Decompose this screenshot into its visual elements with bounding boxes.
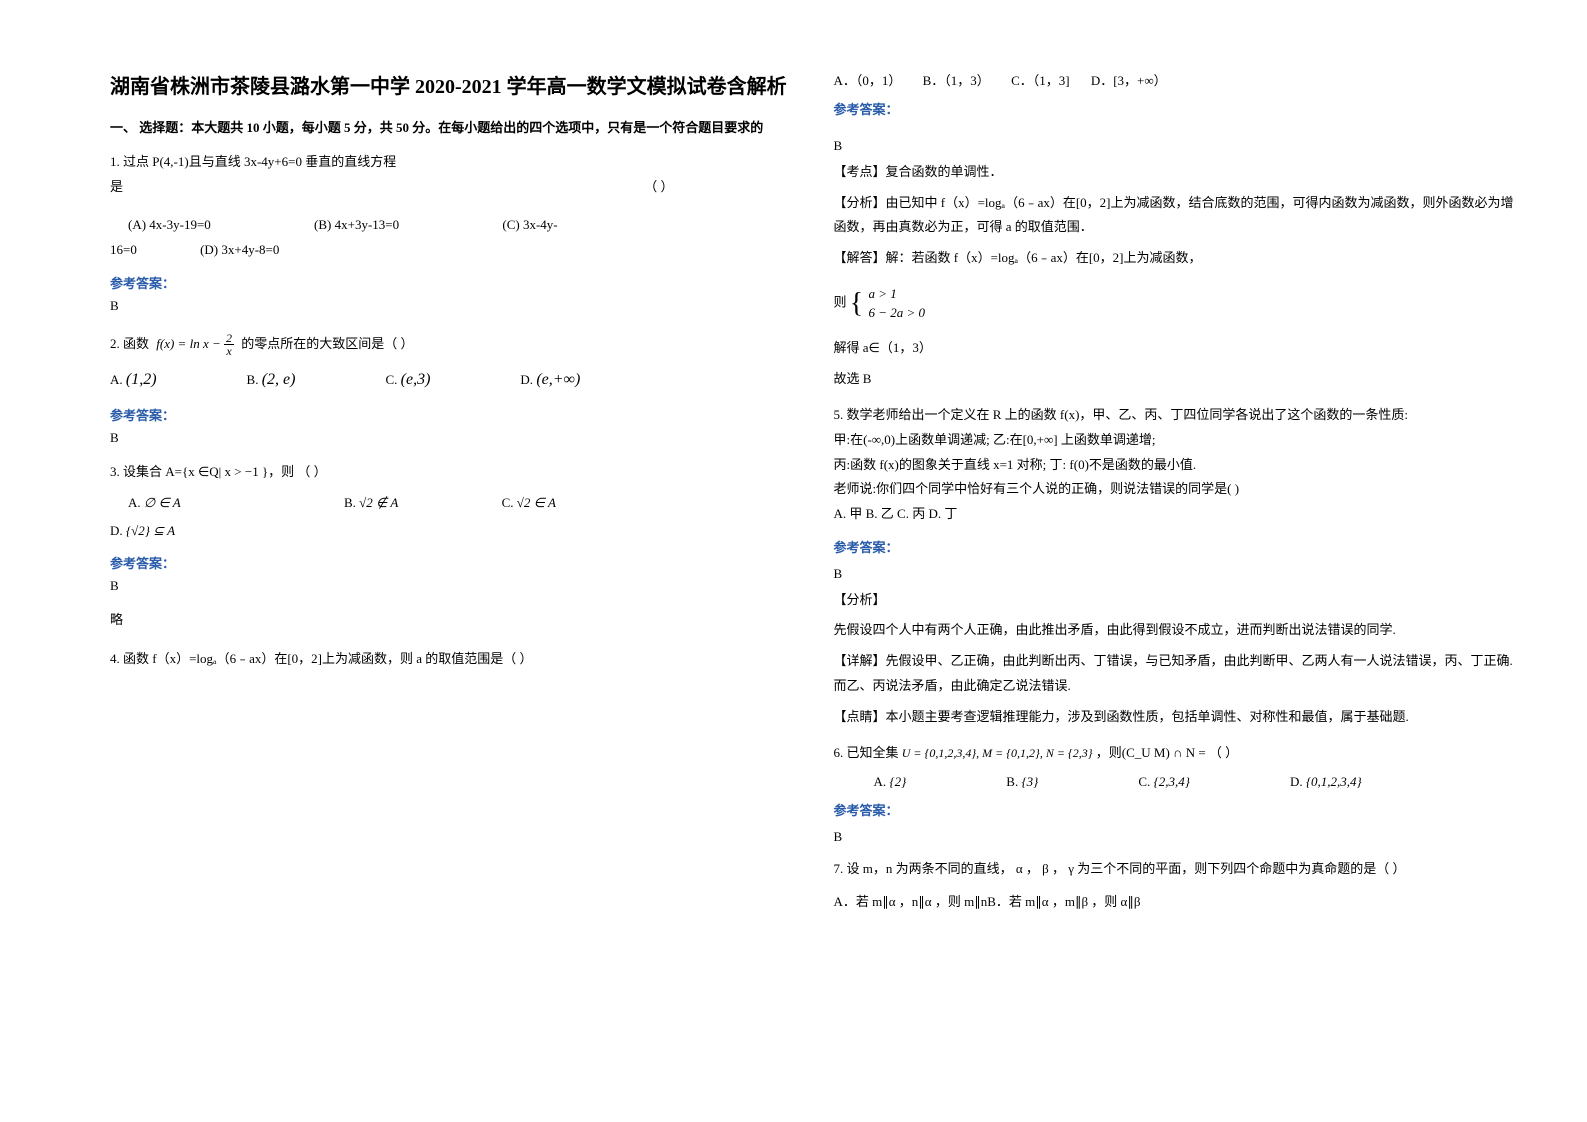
q1-optC-part1: (C) 3x-4y- (502, 217, 557, 232)
q1-optA: (A) 4x-3y-19=0 (128, 217, 211, 232)
q5-answer: B (834, 566, 1518, 582)
q3-options-row1: A. ∅ ∈ A B. √2 ∉ A C. √2 ∈ A (110, 495, 794, 511)
q7-opts: A．若 m∥α ，n∥α ，则 m∥nB．若 m∥α ，m∥β ，则 α∥β (834, 890, 1518, 915)
q1-optC-part2: 16=0 (110, 242, 137, 257)
q4-kp: 【考点】复合函数的单调性． (834, 160, 1518, 185)
q7-stem: 7. 设 m，n 为两条不同的直线， α ， β ， γ 为三个不同的平面，则下… (834, 857, 1518, 882)
question-4-stem: 4. 函数 f（x）=logₐ（6﹣ax）在[0，2]上为减函数，则 a 的取值… (110, 647, 794, 672)
q4-brace: 则 { a > 1 6 − 2a > 0 (834, 277, 1518, 330)
q5-line2: 丙:函数 f(x)的图象关于直线 x=1 对称; 丁: f(0)不是函数的最小值… (834, 453, 1518, 478)
question-3: 3. 设集合 A={x ∈Q| x > −1 }，则 （ ） (110, 460, 794, 485)
q6-options: A. {2} B. {3} C. {2,3,4} D. {0,1,2,3,4} (874, 774, 1518, 790)
q5-an3: 【点睛】本小题主要考查逻辑推理能力，涉及到函数性质，包括单调性、对称性和最值，属… (834, 705, 1518, 730)
q6-optA: A. {2} (874, 774, 907, 790)
q2-optB: B. (2, e) (247, 371, 296, 389)
q4-answer-label: 参考答案： (834, 99, 1518, 118)
q4-options: A．（0，1） B．（1，3） C．（1，3] D．[3，+∞） (834, 70, 1518, 89)
q1-optB: (B) 4x+3y-13=0 (314, 217, 399, 232)
q3-options-row2: D. {√2} ⊆ A (110, 523, 794, 539)
q4-solve: 解得 a∈（1，3） (834, 336, 1518, 361)
q3-optD: D. {√2} ⊆ A (110, 523, 175, 538)
q6-sets: U = {0,1,2,3,4}, M = {0,1,2}, N = {2,3} (902, 746, 1093, 760)
q1-options-row1: (A) 4x-3y-19=0 (B) 4x+3y-13=0 (C) 3x-4y- (110, 213, 794, 238)
q3-stem: 3. 设集合 A={x ∈Q| x > −1 }，则 （ ） (110, 464, 327, 479)
q6-optB: B. {3} (1006, 774, 1038, 790)
q5-opts: A. 甲 B. 乙 C. 丙 D. 丁 (834, 502, 1518, 527)
q5-answer-label: 参考答案： (834, 537, 1518, 556)
q5-line3: 老师说:你们四个同学中恰好有三个人说的正确，则说法错误的同学是( ) (834, 477, 1518, 502)
brace-icon: { (850, 277, 863, 330)
q4-optB: B．（1，3） (923, 73, 990, 88)
q6-optC: C. {2,3,4} (1138, 774, 1190, 790)
q6-post: ，则(C_U M) ∩ N = （ ） (1096, 745, 1238, 760)
q2-answer: B (110, 430, 794, 446)
q6-optD: D. {0,1,2,3,4} (1290, 774, 1362, 790)
q3-answer: B (110, 578, 794, 594)
question-7: 7. 设 m，n 为两条不同的直线， α ， β ， γ 为三个不同的平面，则下… (834, 857, 1518, 882)
q4-optA: A．（0，1） (834, 73, 902, 88)
q3-optC: C. √2 ∈ A (502, 495, 556, 510)
question-6: 6. 已知全集 U = {0,1,2,3,4}, M = {0,1,2}, N … (834, 741, 1518, 766)
left-column: 湖南省株洲市茶陵县潞水第一中学 2020-2021 学年高一数学文模拟试卷含解析… (90, 70, 814, 1082)
q5-an-head: 【分析】 (834, 588, 1518, 613)
q2-suffix: 的零点所在的大致区间是（ ） (241, 336, 413, 351)
q3-brief: 略 (110, 608, 794, 633)
q3-optA: A. ∅ ∈ A (128, 495, 181, 510)
q4-optD: D．[3，+∞） (1091, 73, 1167, 88)
q5-an1: 先假设四个人中有两个人正确，由此推出矛盾，由此得到假设不成立，进而判断出说法错误… (834, 618, 1518, 643)
q5-an2: 【详解】先假设甲、乙正确，由此判断出丙、丁错误，与已知矛盾，由此判断甲、乙两人有… (834, 649, 1518, 698)
q4-analysis: 【分析】由已知中 f（x）=logₐ（6﹣ax）在[0，2]上为减函数，结合底数… (834, 191, 1518, 240)
right-column: A．（0，1） B．（1，3） C．（1，3] D．[3，+∞） 参考答案： B… (814, 70, 1538, 1082)
q2-optA: A. (1,2) (110, 371, 157, 389)
q5-stem1: 5. 数学老师给出一个定义在 R 上的函数 f(x)，甲、乙、丙、丁四位同学各说… (834, 403, 1518, 428)
q3-optB: B. √2 ∉ A (344, 495, 398, 510)
q4-so: 故选 B (834, 367, 1518, 392)
question-2: 2. 函数 f(x) = ln x − 2x 的零点所在的大致区间是（ ） (110, 332, 794, 358)
q2-prefix: 2. 函数 (110, 336, 149, 351)
q2-optD: D. (e,+∞) (520, 371, 580, 389)
q4-solve-head: 【解答】解：若函数 f（x）=logₐ（6﹣ax）在[0，2]上为减函数， (834, 246, 1518, 271)
q4-optC: C．（1，3] (1011, 73, 1070, 88)
q1-answer-label: 参考答案： (110, 273, 794, 292)
q6-pre: 6. 已知全集 (834, 745, 899, 760)
doc-title: 湖南省株洲市茶陵县潞水第一中学 2020-2021 学年高一数学文模拟试卷含解析 (110, 70, 794, 99)
q1-stem2: 是 （ ） (110, 175, 794, 200)
q1-stem: 1. 过点 P(4,-1)且与直线 3x-4y+6=0 垂直的直线方程 (110, 150, 794, 175)
q6-answer: B (834, 829, 1518, 845)
q1-options-row2: 16=0 (D) 3x+4y-8=0 (110, 238, 794, 263)
q4-answer: B (834, 138, 1518, 154)
q2-options: A. (1,2) B. (2, e) C. (e,3) D. (e,+∞) (110, 371, 794, 389)
question-5: 5. 数学老师给出一个定义在 R 上的函数 f(x)，甲、乙、丙、丁四位同学各说… (834, 403, 1518, 526)
q5-line1: 甲:在(-∞,0)上函数单调递减; 乙:在[0,+∞] 上函数单调递增; (834, 428, 1518, 453)
q1-answer: B (110, 298, 794, 314)
q2-optC: C. (e,3) (385, 371, 430, 389)
section-1-heading: 一、 选择题：本大题共 10 小题，每小题 5 分，共 50 分。在每小题给出的… (110, 117, 794, 136)
q2-answer-label: 参考答案： (110, 405, 794, 424)
q2-fx: f(x) = ln x − 2x (156, 336, 237, 351)
q6-answer-label: 参考答案： (834, 800, 1518, 819)
question-1: 1. 过点 P(4,-1)且与直线 3x-4y+6=0 垂直的直线方程 是 （ … (110, 150, 794, 263)
q1-optD: (D) 3x+4y-8=0 (200, 242, 279, 257)
q3-answer-label: 参考答案： (110, 553, 794, 572)
